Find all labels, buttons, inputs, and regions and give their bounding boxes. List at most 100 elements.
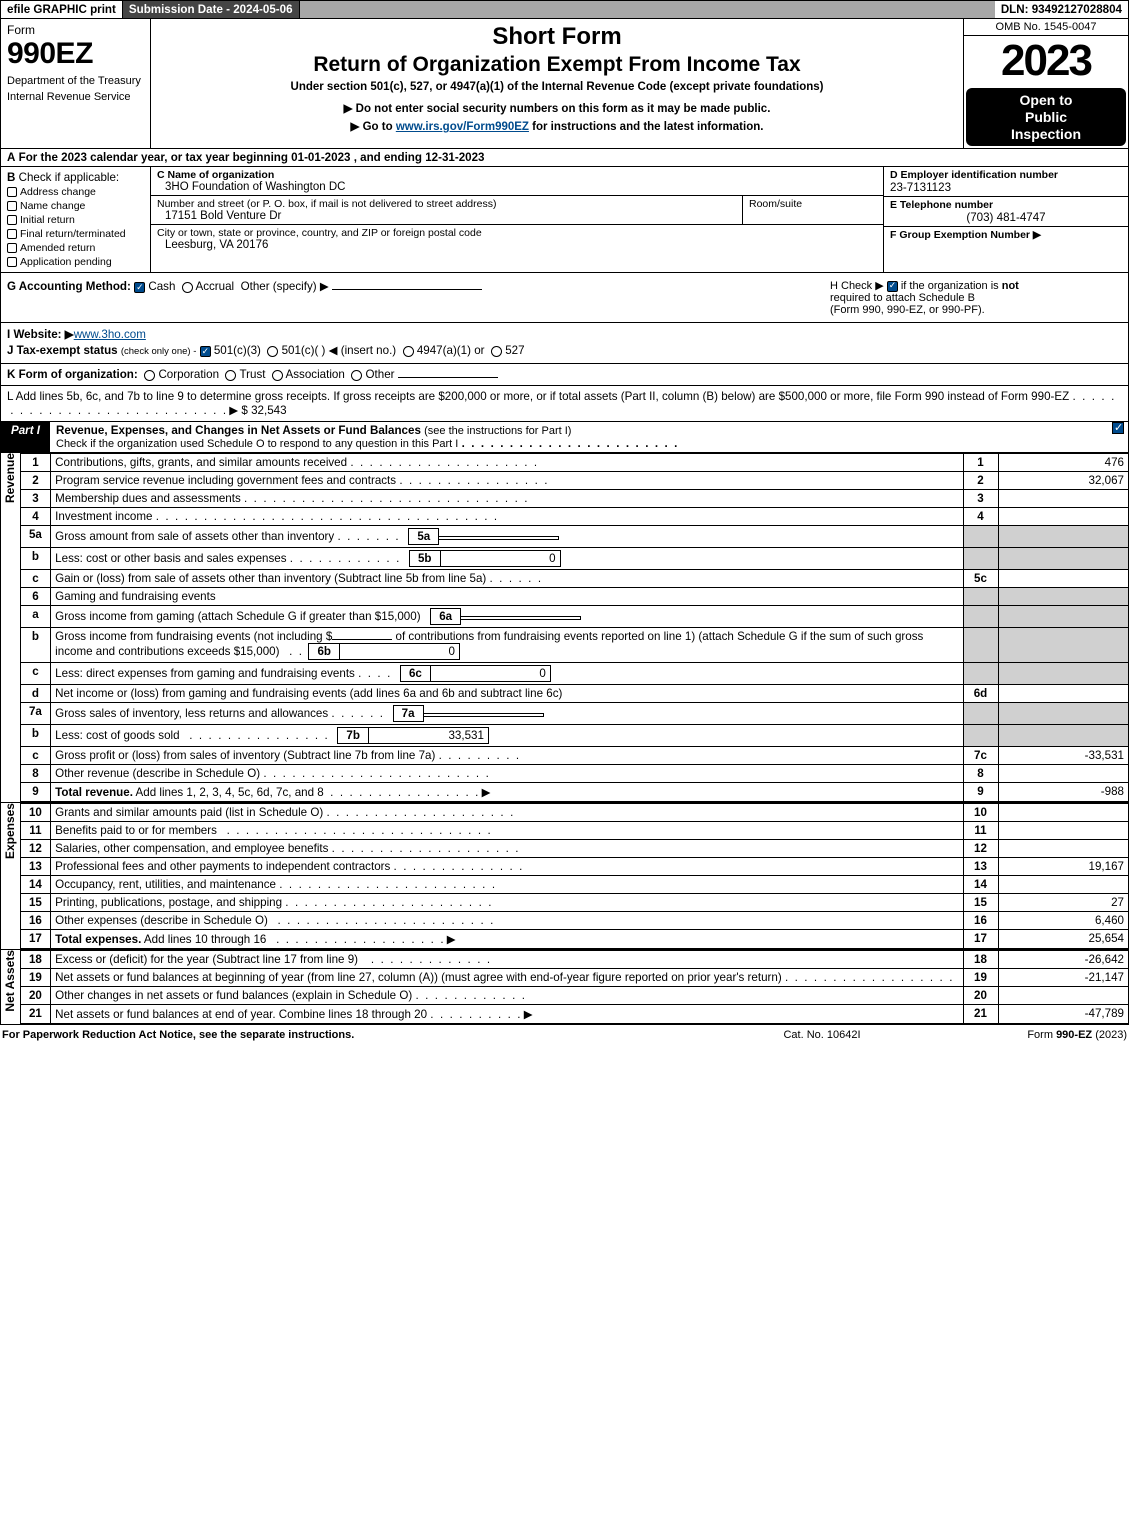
chk-schedule-b-not-required[interactable]	[887, 281, 898, 292]
b-label: B	[7, 171, 15, 184]
f-group-exemption-block: F Group Exemption Number ▶	[884, 227, 1128, 243]
k-opt2: Association	[286, 368, 345, 381]
j-opt2: 501(c)( ) ◀ (insert no.)	[282, 344, 397, 357]
chk-initial-return[interactable]: Initial return	[7, 214, 144, 226]
k-other-input[interactable]	[398, 377, 498, 378]
chk-corporation[interactable]	[144, 370, 155, 381]
line-6c: cLess: direct expenses from gaming and f…	[21, 663, 1128, 685]
row-a-text: For the 2023 calendar year, or tax year …	[19, 151, 485, 164]
line-7b: bLess: cost of goods sold . . . . . . . …	[21, 725, 1128, 747]
g-accounting-method: G Accounting Method: Cash Accrual Other …	[7, 279, 822, 316]
chk-address-change[interactable]: Address change	[7, 186, 144, 198]
part-i-title: Revenue, Expenses, and Changes in Net As…	[50, 422, 1108, 452]
c-city-label: City or town, state or province, country…	[157, 227, 877, 239]
col-c-org-info: C Name of organization 3HO Foundation of…	[151, 167, 883, 272]
c-name-block: C Name of organization 3HO Foundation of…	[151, 167, 883, 196]
efile-print[interactable]: efile GRAPHIC print	[1, 1, 123, 18]
form-label: Form	[7, 23, 144, 37]
part-i-checkbox[interactable]	[1108, 422, 1128, 452]
chk-4947a1[interactable]	[403, 346, 414, 357]
line-19: 19Net assets or fund balances at beginni…	[21, 969, 1128, 987]
netassets-strip: Net Assets	[1, 950, 21, 1024]
inspection-line1: Open to	[1020, 92, 1073, 108]
c-city-value: Leesburg, VA 20176	[157, 239, 268, 251]
part-i-see: (see the instructions for Part I)	[424, 425, 571, 437]
line-6a: aGross income from gaming (attach Schedu…	[21, 606, 1128, 628]
opt-initial-return: Initial return	[20, 214, 75, 226]
line-13: 13Professional fees and other payments t…	[21, 858, 1128, 876]
c-name-value: 3HO Foundation of Washington DC	[157, 181, 345, 193]
form-number: 990EZ	[7, 37, 144, 71]
h-text4: (Form 990, 990-EZ, or 990-PF).	[830, 304, 985, 316]
chk-final-return[interactable]: Final return/terminated	[7, 228, 144, 240]
row-i-j: I Website: ▶www.3ho.com J Tax-exempt sta…	[0, 323, 1129, 364]
chk-501c3[interactable]	[200, 346, 211, 357]
line-14: 14Occupancy, rent, utilities, and mainte…	[21, 876, 1128, 894]
part-i-check-dots: . . . . . . . . . . . . . . . . . . . . …	[462, 437, 678, 450]
line-6: 6Gaming and fundraising events	[21, 588, 1128, 606]
chk-association[interactable]	[272, 370, 283, 381]
c-room-label: Room/suite	[749, 198, 877, 210]
dln: DLN: 93492127028804	[995, 1, 1128, 18]
omb-number: OMB No. 1545-0047	[964, 19, 1128, 36]
i-website: I Website: ▶www.3ho.com	[7, 327, 1122, 341]
website-link[interactable]: www.3ho.com	[74, 328, 146, 341]
chk-501c[interactable]	[267, 346, 278, 357]
chk-cash[interactable]	[134, 282, 145, 293]
short-form-title: Short Form	[161, 23, 953, 51]
line-3: 3Membership dues and assessments . . . .…	[21, 490, 1128, 508]
c-city-block: City or town, state or province, country…	[151, 225, 883, 253]
j-tax-exempt: J Tax-exempt status (check only one) - 5…	[7, 343, 1122, 357]
revenue-table: 1Contributions, gifts, grants, and simil…	[21, 453, 1128, 802]
opt-cash: Cash	[148, 280, 175, 293]
e-phone-block: E Telephone number (703) 481-4747	[884, 197, 1128, 227]
row-a-label: A	[7, 151, 15, 164]
footer-paperwork: For Paperwork Reduction Act Notice, see …	[2, 1029, 697, 1041]
c-street-block: Number and street (or P. O. box, if mail…	[151, 196, 743, 224]
b-subtitle: Check if applicable:	[19, 171, 120, 184]
footer-form-ref: Form 990-EZ (2023)	[947, 1029, 1127, 1041]
header-left: Form 990EZ Department of the Treasury In…	[1, 19, 151, 148]
chk-amended-return[interactable]: Amended return	[7, 242, 144, 254]
h-text1: H Check ▶	[830, 280, 884, 292]
opt-name-change: Name change	[20, 200, 85, 212]
e-value: (703) 481-4747	[890, 211, 1122, 224]
chk-trust[interactable]	[225, 370, 236, 381]
col-b-check-if-applicable: B Check if applicable: Address change Na…	[1, 167, 151, 272]
j-opt4: 527	[505, 344, 524, 357]
row-k-form-of-org: K Form of organization: Corporation Trus…	[0, 364, 1129, 386]
irs-link[interactable]: www.irs.gov/Form990EZ	[396, 121, 529, 133]
top-bar: efile GRAPHIC print Submission Date - 20…	[0, 0, 1129, 19]
form-header: Form 990EZ Department of the Treasury In…	[0, 19, 1129, 149]
line-7a: 7aGross sales of inventory, less returns…	[21, 703, 1128, 725]
k-opt1: Trust	[240, 368, 266, 381]
topbar-spacer	[300, 1, 995, 18]
line-20: 20Other changes in net assets or fund ba…	[21, 987, 1128, 1005]
netassets-block: Net Assets 18Excess or (deficit) for the…	[0, 949, 1129, 1025]
chk-527[interactable]	[491, 346, 502, 357]
page-footer: For Paperwork Reduction Act Notice, see …	[0, 1025, 1129, 1045]
j-label: J Tax-exempt status	[7, 344, 118, 357]
chk-name-change[interactable]: Name change	[7, 200, 144, 212]
k-label: K Form of organization:	[7, 368, 138, 381]
expenses-strip: Expenses	[1, 803, 21, 949]
g-other-input[interactable]	[332, 289, 482, 290]
c-name-label: C Name of organization	[157, 169, 877, 181]
g-label: G Accounting Method:	[7, 280, 131, 293]
chk-accrual[interactable]	[182, 282, 193, 293]
irs-label: Internal Revenue Service	[7, 91, 144, 103]
line-6b: bGross income from fundraising events (n…	[21, 628, 1128, 663]
opt-address-change: Address change	[20, 186, 96, 198]
no-ssn-notice: ▶ Do not enter social security numbers o…	[161, 101, 953, 115]
h-text3: required to attach Schedule B	[830, 292, 975, 304]
opt-amended-return: Amended return	[20, 242, 95, 254]
header-center: Short Form Return of Organization Exempt…	[151, 19, 963, 148]
chk-other-org[interactable]	[351, 370, 362, 381]
chk-application-pending[interactable]: Application pending	[7, 256, 144, 268]
open-to-public-inspection: Open to Public Inspection	[966, 88, 1126, 146]
d-ein-block: D Employer identification number 23-7131…	[884, 167, 1128, 197]
l-arrow: ▶ $	[229, 404, 248, 417]
line-8: 8Other revenue (describe in Schedule O) …	[21, 765, 1128, 783]
k-opt0: Corporation	[158, 368, 219, 381]
h-text2: if the organization is	[901, 280, 1002, 292]
